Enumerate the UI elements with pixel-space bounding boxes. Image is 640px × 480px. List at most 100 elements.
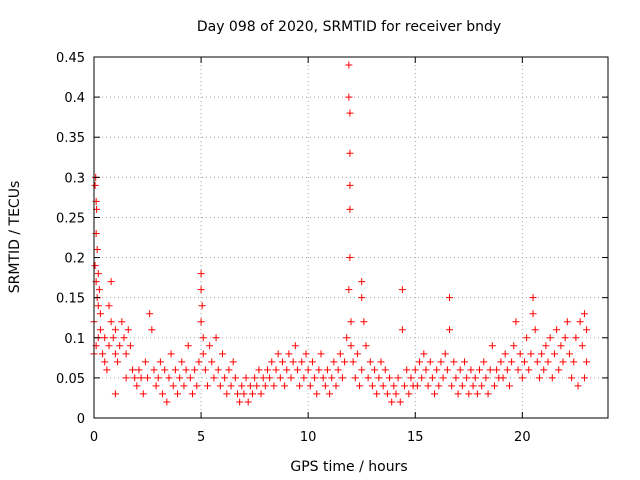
data-point <box>105 302 113 310</box>
data-point <box>257 390 265 398</box>
data-point <box>120 334 128 342</box>
y-tick-label: 0.15 <box>56 292 85 307</box>
data-point <box>437 358 445 366</box>
x-tick-label: 5 <box>197 430 205 445</box>
data-point <box>174 390 182 398</box>
data-point <box>334 366 342 374</box>
data-point <box>360 318 368 326</box>
x-axis-label: GPS time / hours <box>290 459 407 475</box>
data-point <box>233 390 241 398</box>
data-point <box>137 374 145 382</box>
data-point <box>191 366 199 374</box>
data-point <box>94 270 102 278</box>
data-point <box>338 374 346 382</box>
data-point <box>114 358 122 366</box>
data-point <box>285 350 293 358</box>
data-point <box>546 334 554 342</box>
y-tick-label: 0 <box>77 412 85 427</box>
plot-frame <box>93 56 609 419</box>
data-point <box>118 318 126 326</box>
data-point <box>346 254 354 262</box>
data-point <box>450 358 458 366</box>
data-point <box>583 326 591 334</box>
data-point <box>154 374 162 382</box>
data-point <box>538 350 546 358</box>
data-point <box>221 374 229 382</box>
data-point <box>306 382 314 390</box>
data-point <box>578 342 586 350</box>
data-point <box>251 374 259 382</box>
data-point <box>383 390 391 398</box>
data-point <box>488 342 496 350</box>
data-point <box>550 350 558 358</box>
data-point <box>413 382 421 390</box>
data-point <box>248 390 256 398</box>
data-point <box>122 350 130 358</box>
y-tick-label: 0.05 <box>56 372 85 387</box>
data-point <box>317 350 325 358</box>
data-point <box>163 398 171 406</box>
data-point <box>95 286 103 294</box>
data-point <box>353 350 361 358</box>
data-point <box>349 358 357 366</box>
data-point <box>469 382 477 390</box>
data-point <box>197 286 205 294</box>
data-point <box>516 350 524 358</box>
data-point <box>180 382 188 390</box>
data-point <box>266 374 274 382</box>
data-point <box>493 366 501 374</box>
data-point <box>332 382 340 390</box>
data-point <box>298 358 306 366</box>
data-point <box>281 382 289 390</box>
data-point <box>91 262 99 270</box>
data-point <box>240 390 248 398</box>
data-point <box>124 326 132 334</box>
data-point <box>377 358 385 366</box>
data-point <box>346 181 354 189</box>
data-point <box>131 374 139 382</box>
data-point <box>576 318 584 326</box>
data-point <box>229 358 237 366</box>
data-point <box>236 398 244 406</box>
data-point <box>133 382 141 390</box>
data-point <box>111 350 119 358</box>
data-point <box>446 326 454 334</box>
data-point <box>111 390 119 398</box>
data-point <box>135 366 143 374</box>
data-point <box>289 358 297 366</box>
data-point <box>452 374 460 382</box>
data-point <box>129 366 137 374</box>
data-point <box>565 350 573 358</box>
data-point <box>580 374 588 382</box>
data-point <box>510 342 518 350</box>
data-point <box>428 374 436 382</box>
data-point <box>398 326 406 334</box>
data-point <box>109 334 117 342</box>
data-point <box>259 374 267 382</box>
data-point <box>321 382 329 390</box>
x-tick-label: 0 <box>90 430 98 445</box>
data-point <box>388 398 396 406</box>
data-point <box>246 382 254 390</box>
data-point <box>107 278 115 286</box>
data-point <box>156 358 164 366</box>
data-point <box>198 302 206 310</box>
data-point <box>345 93 353 101</box>
data-point <box>572 334 580 342</box>
y-tick-label: 0.35 <box>56 131 85 146</box>
data-point <box>484 390 492 398</box>
data-point <box>542 342 550 350</box>
data-point <box>433 366 441 374</box>
data-point <box>420 350 428 358</box>
data-point <box>358 366 366 374</box>
data-point <box>458 382 466 390</box>
data-point <box>381 366 389 374</box>
data-point <box>343 334 351 342</box>
data-point <box>525 366 533 374</box>
data-point <box>126 342 134 350</box>
y-tick-label: 0.25 <box>56 211 85 226</box>
data-point <box>529 294 537 302</box>
data-point <box>358 294 366 302</box>
data-point <box>362 342 370 350</box>
data-point <box>182 366 190 374</box>
